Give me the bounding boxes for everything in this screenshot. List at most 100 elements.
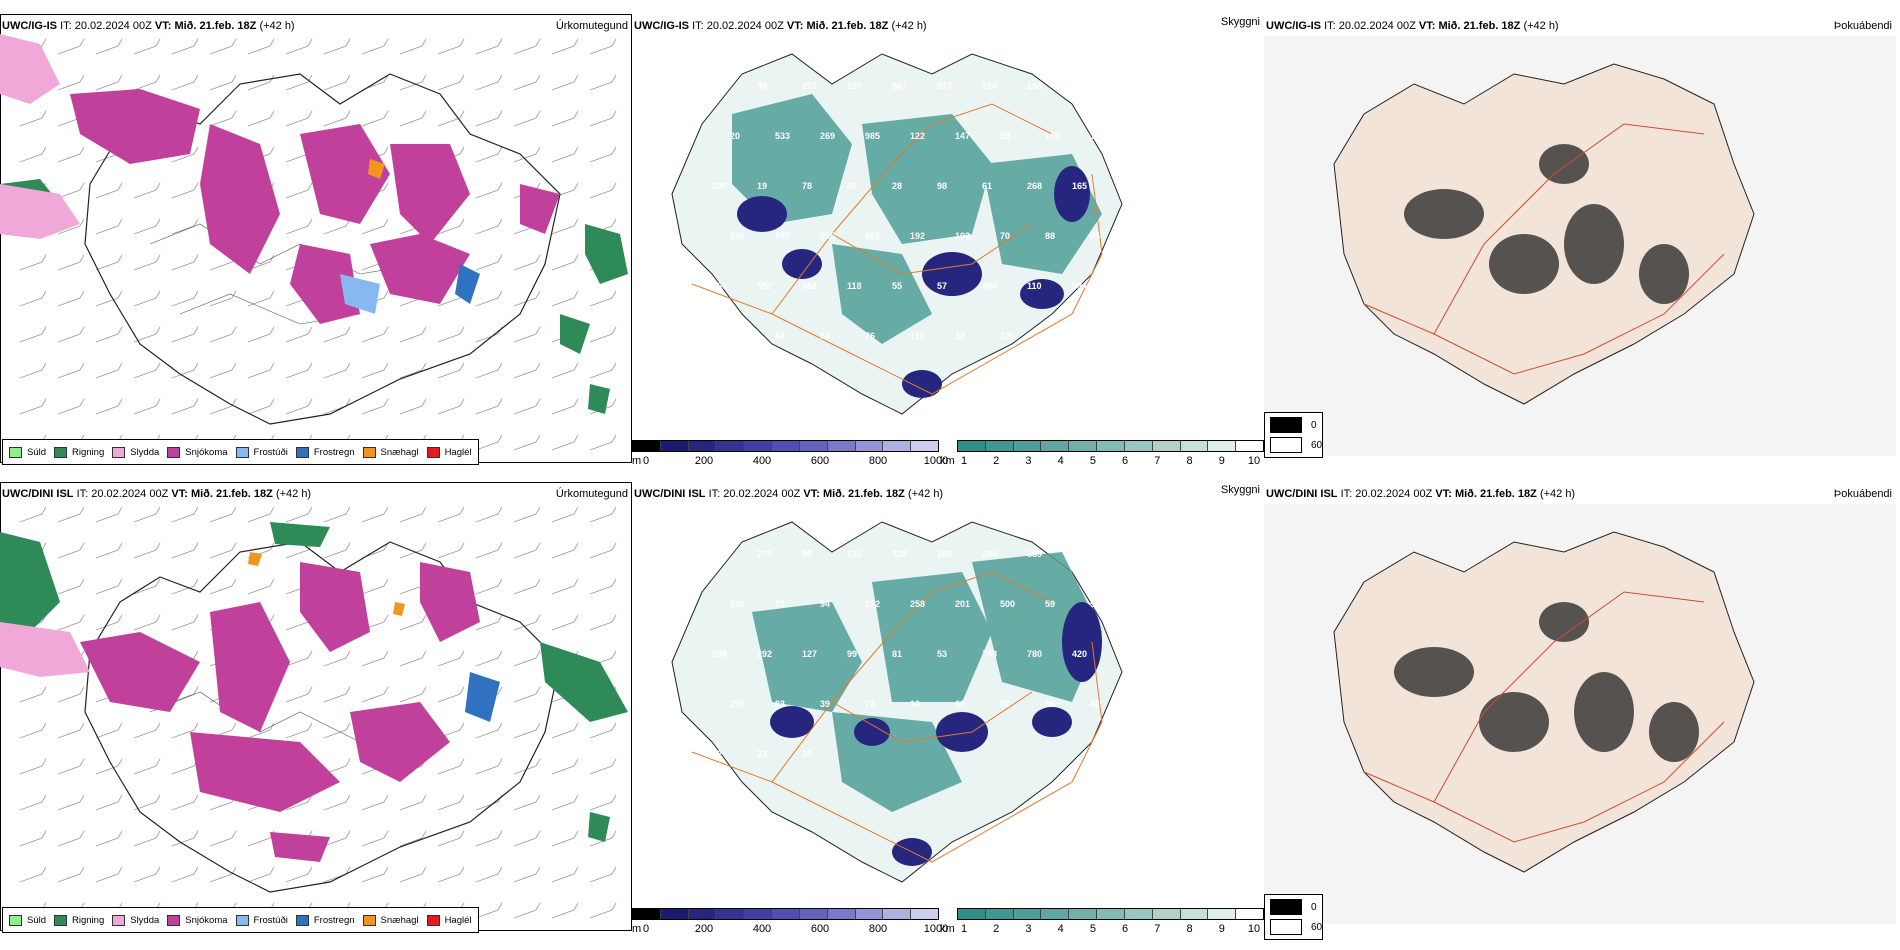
fog-shading (1404, 144, 1689, 304)
wind-barb (361, 578, 389, 595)
colorbar-segment (772, 909, 800, 919)
fog-indicator-map[interactable] (1264, 482, 1896, 949)
colorbar-tick-label: 8 (1186, 455, 1193, 467)
wind-barb (323, 686, 351, 703)
colorbar-tick-label: 9 (1218, 923, 1225, 935)
row2-fog-panel[interactable]: UWC/DINI ISL IT: 20.02.2024 00Z VT: Mið.… (1264, 482, 1896, 949)
row2-cloud-base-panel[interactable]: 103 270 98 131 328 100 284 689 173 230 29 94 272 258 2… (632, 482, 1264, 949)
wind-barb (285, 74, 313, 91)
wind-barb (133, 830, 161, 847)
wind-barb (95, 614, 123, 631)
cloud-base-value: 53 (937, 649, 947, 659)
row2-panel2-title: UWC/DINI ISL IT: 20.02.2024 00Z VT: Mið.… (634, 488, 944, 500)
colorbar-segment (1124, 441, 1153, 451)
wind-barb (171, 866, 199, 883)
wind-barb (95, 218, 123, 235)
wind-barb (399, 794, 427, 811)
colorbar-segment (1236, 909, 1263, 919)
precip-type-map[interactable] (0, 482, 632, 949)
wind-barb (171, 362, 199, 379)
fog-legend: 0 60 (1264, 894, 1323, 940)
iceland-outline (84, 541, 561, 893)
cloud-base-value: 500 (1000, 599, 1015, 609)
wind-barb (589, 902, 617, 919)
wind-barb (323, 758, 351, 775)
wind-barb (437, 830, 465, 847)
legend-item-haglel: Haglél (426, 914, 472, 926)
wind-barb (133, 254, 161, 271)
wind-barb (19, 290, 47, 307)
colorbar-segment (1208, 909, 1237, 919)
wind-barb (323, 650, 351, 667)
wind-barb (475, 650, 503, 667)
wind-barb (475, 506, 503, 523)
colorbar-tick-label: 400 (752, 455, 772, 467)
colorbar-segment (883, 909, 912, 919)
row1-fog-panel[interactable]: UWC/IG-IS IT: 20.02.2024 00Z VT: Mið. 21… (1264, 14, 1896, 481)
wind-barb (133, 290, 161, 307)
colorbar-segment (1236, 441, 1263, 451)
cloud-base-value: 956 (820, 231, 835, 241)
wind-barb (57, 506, 85, 523)
row2-precip-type-panel[interactable]: UWC/DINI ISL IT: 20.02.2024 00Z VT: Mið.… (0, 482, 632, 949)
wind-barb (57, 398, 85, 415)
legend-item-haglel: Haglél (426, 446, 472, 458)
wind-barb (399, 686, 427, 703)
cloud-base-unit: m (632, 923, 642, 935)
wind-barb (285, 506, 313, 523)
cloud-base-value: 136 (730, 231, 745, 241)
row1-cloud-base-panel[interactable]: 119 95 273 287 567 273 270 198 246 20 533 269 985 122… (632, 14, 1264, 481)
colorbar-segment (744, 909, 773, 919)
wind-barb (513, 74, 541, 91)
colorbar-segment (1208, 441, 1237, 451)
colorbar-segment (1097, 909, 1125, 919)
wind-barb (551, 506, 579, 523)
wind-barb (437, 650, 465, 667)
fog-indicator-map[interactable] (1264, 14, 1896, 481)
wind-barb (95, 542, 123, 559)
wind-barb (247, 290, 275, 307)
wind-barb (437, 722, 465, 739)
legend-item-snaehagl: Snæhagl (362, 446, 419, 458)
cloud-base-value: 246 (1072, 81, 1087, 91)
wind-barb (209, 866, 237, 883)
colorbar-segment (799, 909, 828, 919)
cloud-base-value: 273 (937, 81, 952, 91)
wind-barb (513, 38, 541, 55)
wind-barb (57, 614, 85, 631)
wind-barb (171, 290, 199, 307)
colorbar-tick-label: 2 (993, 455, 1000, 467)
cloud-base-value: 110 (910, 331, 925, 341)
row1-panel3-field-label: Þokuábendi (1833, 20, 1892, 32)
colorbar-segment (633, 909, 661, 919)
cloud-base-value: 269 (820, 131, 835, 141)
row1-precip-type-panel[interactable]: UWC/IG-IS IT: 20.02.2024 00Z VT: Mið. 21… (0, 14, 632, 481)
precip-type-legend: Súld Rigning Slydda Snjókoma Frostúði Fr… (2, 907, 479, 933)
cloud-base-value: 268 (1027, 181, 1042, 191)
wind-barb (171, 614, 199, 631)
wind-barb (475, 290, 503, 307)
wind-barb (361, 326, 389, 343)
colorbar-segment (1013, 909, 1042, 919)
cloud-base-value: 200 (712, 181, 727, 191)
cloud-base-value: 83 (775, 699, 785, 709)
precip-type-map[interactable] (0, 14, 632, 481)
wind-barb (551, 758, 579, 775)
wind-barb (323, 506, 351, 523)
cloud-base-value: 169 (1045, 131, 1060, 141)
wind-barb (437, 686, 465, 703)
cloud-base-value: 131 (847, 549, 862, 559)
wind-barb (513, 506, 541, 523)
wind-barb (399, 38, 427, 55)
wind-barb (95, 578, 123, 595)
cloud-base-value: 270 (982, 81, 997, 91)
wind-barb (513, 290, 541, 307)
cloud-base-value: 39 (820, 699, 830, 709)
wind-barb (323, 722, 351, 739)
wind-barb (133, 614, 161, 631)
legend-item-sudl: Súld (9, 914, 46, 926)
colorbar-tick-label: 3 (1025, 455, 1032, 467)
wind-barb (19, 722, 47, 739)
